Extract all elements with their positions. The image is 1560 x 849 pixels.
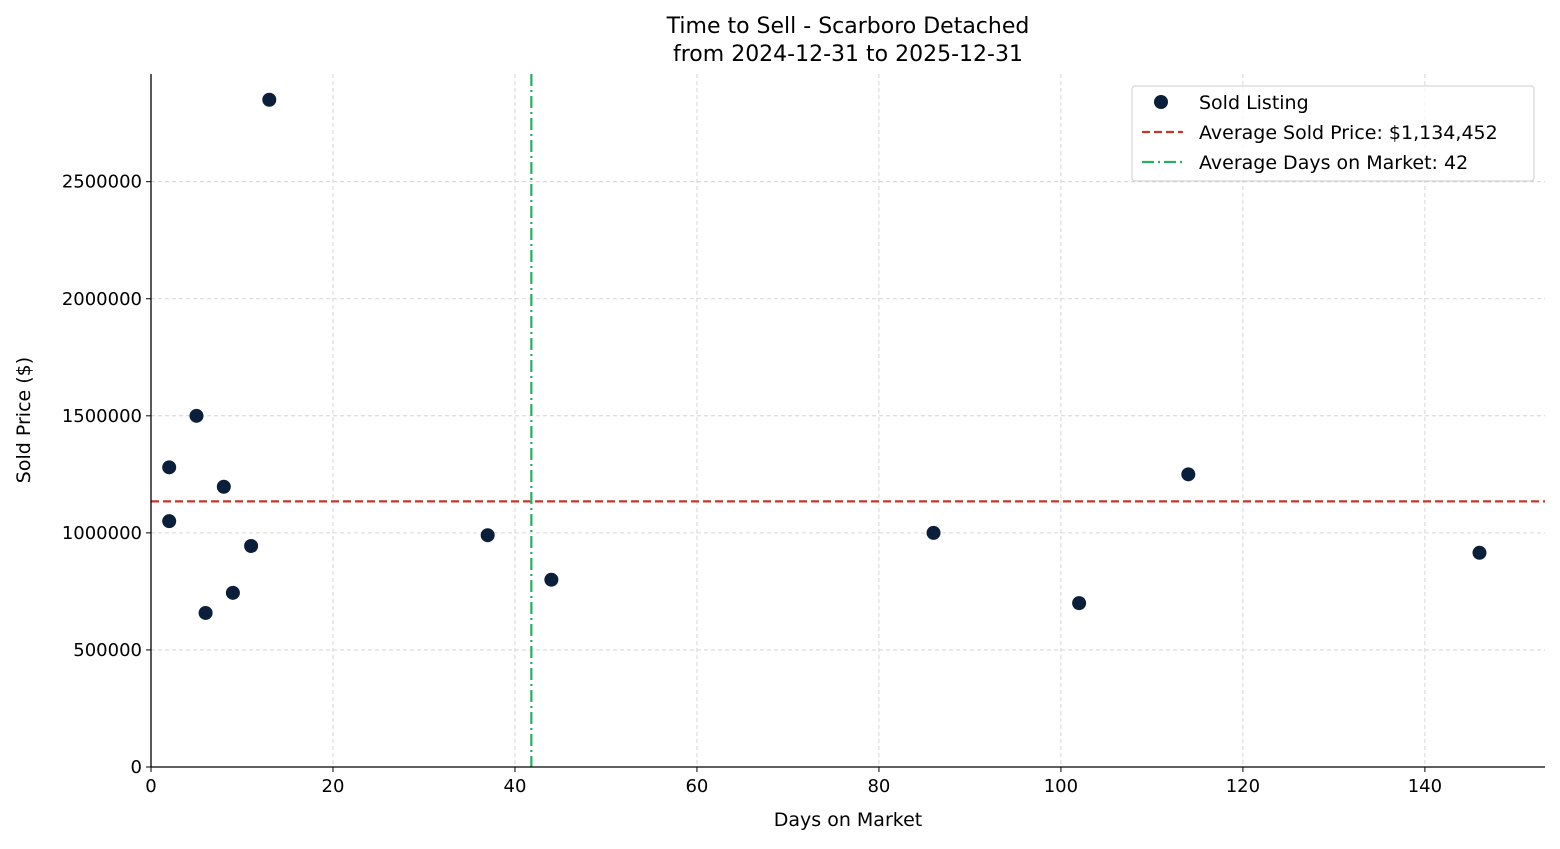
x-tick-label: 20 <box>322 776 345 797</box>
sold-listing-point <box>1072 596 1087 611</box>
sold-listing-point <box>189 408 204 423</box>
legend-marker-sold-listing <box>1154 95 1168 109</box>
sold-listing-point <box>1472 545 1487 560</box>
x-tick-label: 140 <box>1408 776 1442 797</box>
sold-listing-point <box>225 585 240 600</box>
legend-box <box>1131 85 1535 182</box>
x-tick-label: 60 <box>685 776 708 797</box>
y-tick-label: 2000000 <box>62 289 142 310</box>
ticks: 0 20 40 60 80 100 120 140 0 500000 1000000 1500000 2… <box>62 172 1442 797</box>
x-axis-label: Days on Market <box>774 809 922 831</box>
sold-listing-point <box>544 572 559 587</box>
legend: Sold Listing Average Sold Price: $1,134,… <box>1131 85 1535 182</box>
reference-lines <box>151 74 1545 767</box>
legend-label-avg-days: Average Days on Market: 42 <box>1199 152 1468 174</box>
sold-listing-point <box>162 514 177 529</box>
sold-listing-point <box>198 605 213 620</box>
sold-listing-point <box>480 528 495 543</box>
legend-label-sold-listing: Sold Listing <box>1199 92 1309 114</box>
axes <box>150 74 1545 768</box>
x-tick-label: 120 <box>1226 776 1260 797</box>
x-tick-label: 80 <box>867 776 890 797</box>
y-tick-label: 2500000 <box>62 172 142 193</box>
y-tick-label: 500000 <box>73 640 142 661</box>
data-points <box>162 92 1487 620</box>
x-tick-label: 100 <box>1044 776 1078 797</box>
sold-listing-point <box>262 92 277 107</box>
grid <box>151 74 1545 767</box>
sold-listing-point <box>162 460 177 475</box>
sold-listing-point <box>216 479 231 494</box>
legend-label-avg-price: Average Sold Price: $1,134,452 <box>1199 122 1498 144</box>
x-tick-label: 40 <box>504 776 527 797</box>
y-tick-label: 1500000 <box>62 406 142 427</box>
sold-listing-point <box>926 525 941 540</box>
y-tick-label: 0 <box>131 757 142 778</box>
chart-title: Time to Sell - Scarboro Detached <box>666 14 1030 39</box>
chart-subtitle: from 2024-12-31 to 2025-12-31 <box>673 42 1023 67</box>
y-axis-label: Sold Price ($) <box>13 357 35 483</box>
sold-listing-point <box>1181 467 1196 482</box>
x-tick-label: 0 <box>145 776 156 797</box>
y-tick-label: 1000000 <box>62 523 142 544</box>
sold-listing-point <box>244 538 259 553</box>
